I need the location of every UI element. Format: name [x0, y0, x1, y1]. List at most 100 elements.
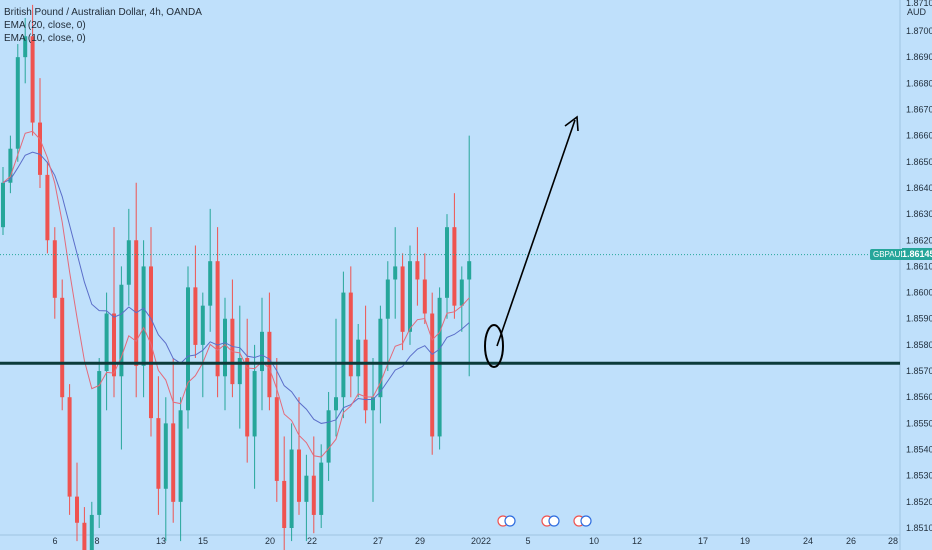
candle-body — [422, 279, 427, 314]
time-axis-label: 5 — [525, 536, 530, 546]
candle-body — [393, 266, 398, 280]
candle-body — [156, 418, 161, 489]
last-price-tag: 1.86145 — [902, 248, 932, 260]
candle-body — [467, 261, 472, 280]
candle-body — [112, 313, 116, 377]
candle-body — [237, 357, 242, 385]
candle-body — [75, 496, 79, 523]
event-flag-icon — [548, 515, 560, 527]
price-axis-label: 1.85900 — [906, 314, 932, 324]
candle-body — [252, 371, 257, 437]
candle-body — [274, 397, 279, 481]
candle-body — [15, 57, 20, 149]
time-axis-label: 12 — [632, 536, 642, 546]
candle-body — [437, 297, 442, 437]
candle-body — [378, 318, 383, 398]
price-axis-label: 1.86000 — [906, 288, 932, 298]
price-axis-label: 1.85100 — [906, 523, 932, 533]
time-axis-label: 10 — [589, 536, 599, 546]
price-axis-label: 1.86700 — [906, 104, 932, 114]
candle-body — [67, 397, 72, 497]
candle-body — [304, 475, 309, 502]
candle-body — [200, 305, 205, 345]
time-axis-label: 15 — [198, 536, 208, 546]
candle-body — [97, 371, 102, 515]
candle-body — [245, 357, 250, 437]
currency-label: AUD — [907, 7, 927, 17]
time-axis-label: 8 — [94, 536, 99, 546]
candle-body — [45, 174, 50, 241]
candle-body — [415, 261, 420, 280]
candle-body — [1, 182, 5, 228]
candle-body — [82, 522, 87, 550]
time-axis-label: 13 — [156, 536, 166, 546]
candle-body — [430, 313, 435, 437]
candle-body — [334, 397, 338, 411]
candle-body — [297, 449, 301, 502]
candle-body — [141, 266, 146, 366]
candle-body — [89, 514, 94, 550]
time-axis-label: 6 — [52, 536, 57, 546]
price-axis-label: 1.86300 — [906, 209, 932, 219]
annotation-arrow-line — [496, 119, 576, 347]
candle-body — [119, 284, 124, 377]
candle-body — [260, 331, 264, 372]
legend-ema10: EMA (10, close, 0) — [4, 33, 86, 44]
time-axis-label: 27 — [373, 536, 383, 546]
candle-body — [104, 313, 109, 372]
candle-body — [193, 287, 198, 345]
candle-body — [348, 292, 353, 377]
time-axis-label: 2022 — [471, 536, 491, 546]
candle-body — [356, 339, 361, 377]
price-axis-label: 1.85700 — [906, 366, 932, 376]
candle-body — [326, 410, 331, 463]
time-axis-label: 17 — [698, 536, 708, 546]
price-axis-label: 1.86900 — [906, 52, 932, 62]
time-axis-label: 19 — [740, 536, 750, 546]
candle-body — [30, 36, 35, 123]
event-flag-icon — [580, 515, 592, 527]
event-flag-icon — [504, 515, 516, 527]
candle-body — [163, 423, 168, 489]
chart-legend: British Pound / Australian Dollar, 4h, O… — [4, 6, 202, 45]
price-axis-label: 1.87000 — [906, 26, 932, 36]
time-axis-label: 28 — [888, 536, 898, 546]
symbol-tag: GBPAUD — [870, 249, 910, 260]
legend-ema20: EMA (20, close, 0) — [4, 20, 86, 31]
legend-title: British Pound / Australian Dollar, 4h, O… — [4, 7, 202, 18]
price-axis-label: 1.86600 — [906, 131, 932, 141]
candle-body — [371, 397, 375, 411]
price-axis-label: 1.85500 — [906, 418, 932, 428]
candle-body — [289, 449, 294, 528]
candle-body — [311, 475, 316, 515]
candle-body — [178, 410, 183, 502]
time-axis-label: 20 — [265, 536, 275, 546]
price-axis-label: 1.86800 — [906, 78, 932, 88]
annotation-arrow-head — [564, 115, 579, 132]
time-axis-label: 24 — [803, 536, 813, 546]
price-axis-label: 1.86500 — [906, 157, 932, 167]
price-axis-label-top: 1.87100 — [906, 0, 932, 8]
ema20-line — [2, 151, 470, 424]
price-axis-label: 1.85400 — [906, 445, 932, 455]
candle-body — [445, 227, 449, 298]
time-axis-label: 26 — [846, 536, 856, 546]
ema10-line — [2, 130, 470, 458]
price-axis-label: 1.85600 — [906, 392, 932, 402]
candle-body — [385, 279, 390, 319]
candle-body — [408, 261, 412, 332]
annotation-circle — [484, 324, 504, 368]
candle-body — [23, 36, 28, 58]
candle-body — [186, 287, 190, 411]
candle-body — [282, 480, 287, 528]
candle-body — [341, 292, 346, 398]
time-axis-label: 29 — [415, 536, 425, 546]
candle-body — [52, 240, 57, 298]
candle-body — [134, 240, 139, 366]
candle-body — [223, 318, 227, 377]
candle-body — [452, 227, 457, 306]
candle-body — [38, 122, 42, 175]
candle-body — [319, 462, 324, 515]
candle-body — [459, 279, 464, 306]
